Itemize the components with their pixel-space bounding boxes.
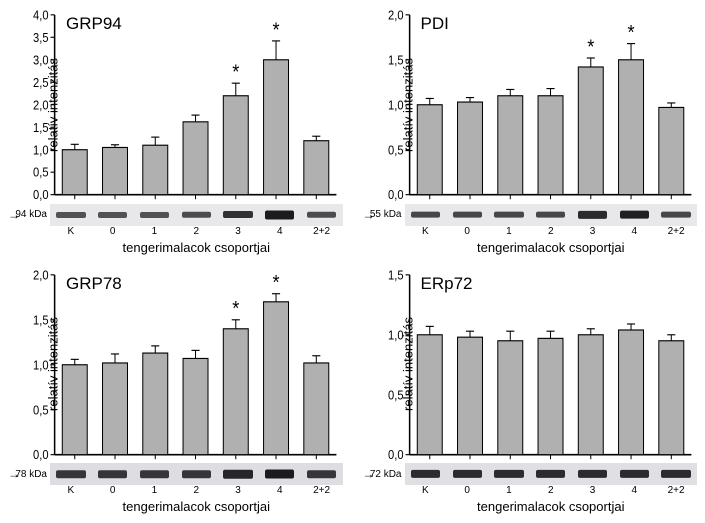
kda-value: 55 kDa	[370, 209, 402, 220]
chart-area: PDI relatív intenzitás 0,00,51,01,52,0**	[363, 8, 698, 202]
chart-title: GRP78	[66, 274, 122, 294]
y-axis-label: relatív intenzitás	[45, 58, 60, 152]
kda-value: 94 kDa	[15, 209, 47, 220]
x-tick-label: 1	[488, 226, 530, 237]
x-axis-label: tengerimalacok csoportjai	[405, 240, 698, 255]
western-blot-row: →55 kDa	[363, 204, 698, 226]
y-axis-label: relatív intenzitás	[400, 317, 415, 411]
x-tick-label: 0	[92, 226, 134, 237]
x-tick-label: K	[405, 485, 447, 496]
kda-label: →55 kDa	[363, 209, 405, 220]
chart-title: GRP94	[66, 14, 122, 34]
svg-text:2,0: 2,0	[33, 268, 49, 283]
x-ticks: K012342+2	[50, 226, 343, 240]
x-tick-label: K	[50, 485, 92, 496]
x-tick-label: K	[405, 226, 447, 237]
chart-area: ERp72 relatív intenzitás 0,00,51,01,5	[363, 268, 698, 462]
x-tick-label: 2	[175, 226, 217, 237]
x-tick-label: 4	[613, 485, 655, 496]
svg-text:0,5: 0,5	[33, 165, 49, 180]
x-axis-area: K012342+2 tengerimalacok csoportjai	[363, 226, 698, 256]
panel-grp94: GRP94 relatív intenzitás 0,00,51,01,52,0…	[8, 8, 343, 256]
x-tick-label: 2+2	[655, 226, 697, 237]
svg-text:4,0: 4,0	[33, 8, 49, 23]
x-axis-area: K012342+2 tengerimalacok csoportjai	[8, 226, 343, 256]
svg-text:*: *	[587, 35, 595, 58]
x-tick-label: 4	[259, 485, 301, 496]
kda-value: 78 kDa	[15, 469, 47, 480]
panel-pdi: PDI relatív intenzitás 0,00,51,01,52,0**…	[363, 8, 698, 256]
blot-image	[50, 204, 343, 226]
x-tick-label: 0	[446, 226, 488, 237]
western-blot-row: →72 kDa	[363, 463, 698, 485]
svg-text:0,0: 0,0	[388, 447, 404, 461]
panel-grp78: GRP78 relatív intenzitás 0,00,51,01,52,0…	[8, 268, 343, 516]
x-ticks: K012342+2	[405, 485, 698, 499]
svg-text:0,0: 0,0	[33, 188, 49, 202]
svg-text:*: *	[232, 297, 240, 320]
western-blot-row: →78 kDa	[8, 463, 343, 485]
svg-text:0,0: 0,0	[33, 447, 49, 461]
kda-label: →72 kDa	[363, 469, 405, 480]
chart-title: ERp72	[421, 274, 473, 294]
blot-image	[405, 204, 698, 226]
x-tick-label: 2	[175, 485, 217, 496]
chart-area: GRP78 relatív intenzitás 0,00,51,01,52,0…	[8, 268, 343, 462]
chart-area: GRP94 relatív intenzitás 0,00,51,01,52,0…	[8, 8, 343, 202]
x-tick-label: K	[50, 226, 92, 237]
x-tick-label: 0	[92, 485, 134, 496]
y-axis-label: relatív intenzitás	[400, 58, 415, 152]
blot-image	[405, 463, 698, 485]
x-tick-label: 4	[613, 226, 655, 237]
blot-image	[50, 463, 343, 485]
svg-text:*: *	[627, 21, 635, 44]
x-tick-label: 2+2	[655, 485, 697, 496]
arrow-icon: →	[363, 467, 375, 481]
x-axis-area: K012342+2 tengerimalacok csoportjai	[8, 485, 343, 515]
x-tick-label: 1	[134, 226, 176, 237]
svg-text:*: *	[272, 271, 280, 294]
svg-text:2,0: 2,0	[388, 8, 404, 23]
kda-label: →94 kDa	[8, 209, 50, 220]
x-ticks: K012342+2	[405, 226, 698, 240]
svg-text:0,0: 0,0	[388, 188, 404, 202]
x-tick-label: 2+2	[301, 485, 343, 496]
svg-text:*: *	[272, 18, 280, 41]
arrow-icon: →	[363, 208, 375, 222]
svg-text:*: *	[232, 61, 240, 84]
x-axis-label: tengerimalacok csoportjai	[50, 240, 343, 255]
svg-text:1,5: 1,5	[388, 268, 404, 283]
x-tick-label: 2	[530, 485, 572, 496]
chart-title: PDI	[421, 14, 449, 34]
panel-grid: GRP94 relatív intenzitás 0,00,51,01,52,0…	[8, 8, 697, 515]
western-blot-row: →94 kDa	[8, 204, 343, 226]
x-tick-label: 1	[134, 485, 176, 496]
x-tick-label: 3	[572, 226, 614, 237]
x-tick-label: 4	[259, 226, 301, 237]
x-ticks: K012342+2	[50, 485, 343, 499]
kda-value: 72 kDa	[370, 469, 402, 480]
x-tick-label: 3	[217, 485, 259, 496]
x-tick-label: 2	[530, 226, 572, 237]
x-axis-area: K012342+2 tengerimalacok csoportjai	[363, 485, 698, 515]
y-axis-label: relatív intenzitás	[45, 317, 60, 411]
x-tick-label: 1	[488, 485, 530, 496]
x-tick-label: 0	[446, 485, 488, 496]
x-axis-label: tengerimalacok csoportjai	[405, 499, 698, 514]
x-tick-label: 2+2	[301, 226, 343, 237]
panel-erp72: ERp72 relatív intenzitás 0,00,51,01,5 →7…	[363, 268, 698, 516]
x-tick-label: 3	[217, 226, 259, 237]
x-axis-label: tengerimalacok csoportjai	[50, 499, 343, 514]
kda-label: →78 kDa	[8, 469, 50, 480]
x-tick-label: 3	[572, 485, 614, 496]
arrow-icon: →	[8, 208, 20, 222]
svg-text:3,5: 3,5	[33, 30, 49, 45]
arrow-icon: →	[8, 467, 20, 481]
